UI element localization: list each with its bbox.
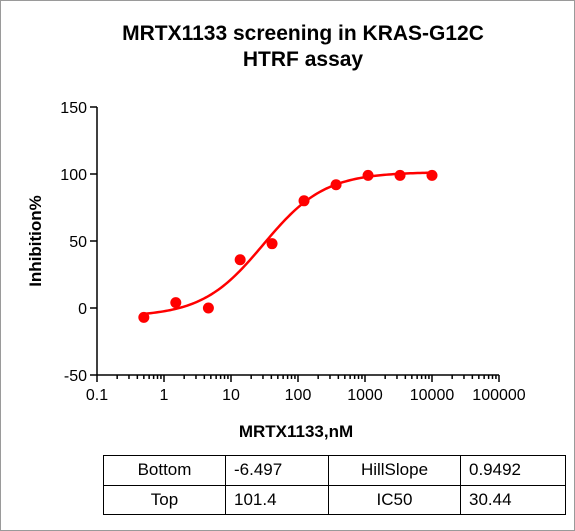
data-point	[426, 169, 438, 181]
param-value-ic50: 30.44	[460, 484, 566, 515]
x-tick-label: 0.1	[86, 387, 108, 404]
data-point	[170, 297, 182, 309]
data-point	[394, 169, 406, 181]
param-value-top: 101.4	[225, 484, 329, 515]
dose-response-chart: MRTX1133 screening in KRAS-G12C HTRF ass…	[26, 22, 526, 441]
y-tick-label: -50	[64, 368, 87, 385]
data-point	[234, 254, 246, 266]
y-tick-label: 100	[60, 167, 87, 184]
param-value-hillslope: 0.9492	[460, 455, 566, 486]
x-tick-label: 100000	[472, 387, 525, 404]
table-row: Top 101.4 IC50 30.44	[103, 484, 566, 515]
x-tick-label: 10	[222, 387, 240, 404]
param-name-bottom: Bottom	[103, 455, 226, 486]
param-name-hillslope: HillSlope	[328, 455, 461, 486]
param-name-ic50: IC50	[328, 484, 461, 515]
x-axis-title: MRTX1133,nM	[239, 422, 353, 441]
data-point	[298, 195, 310, 207]
param-value-bottom: -6.497	[225, 455, 329, 486]
data-point	[362, 169, 374, 181]
y-tick-label: 0	[78, 301, 87, 318]
x-tick-label: 100	[285, 387, 312, 404]
param-name-top: Top	[103, 484, 226, 515]
data-point	[138, 311, 150, 323]
data-points-layer	[138, 169, 438, 323]
x-tick-label: 10000	[410, 387, 455, 404]
x-tick-label: 1	[160, 387, 169, 404]
y-axis-title: Inhibition%	[26, 195, 45, 287]
data-point	[330, 179, 342, 191]
chart-title-line-1: MRTX1133 screening in KRAS-G12C	[122, 22, 484, 45]
plot-axes: 150 100 50 0 -50 0.1 1 10 100 1000 10000 100000	[60, 100, 526, 404]
fit-curve	[143, 171, 433, 316]
fit-curve-layer	[143, 171, 433, 316]
y-tick-label: 50	[69, 234, 87, 251]
data-point	[202, 302, 214, 314]
chart-title: MRTX1133 screening in KRAS-G12C HTRF ass…	[122, 22, 484, 71]
table-row: Bottom -6.497 HillSlope 0.9492	[103, 455, 566, 486]
fit-parameters-table: Bottom -6.497 HillSlope 0.9492 Top 101.4…	[103, 455, 566, 515]
y-tick-label: 150	[60, 100, 87, 117]
data-point	[266, 238, 278, 250]
chart-title-line-2: HTRF assay	[243, 48, 364, 71]
x-tick-label: 1000	[347, 387, 383, 404]
